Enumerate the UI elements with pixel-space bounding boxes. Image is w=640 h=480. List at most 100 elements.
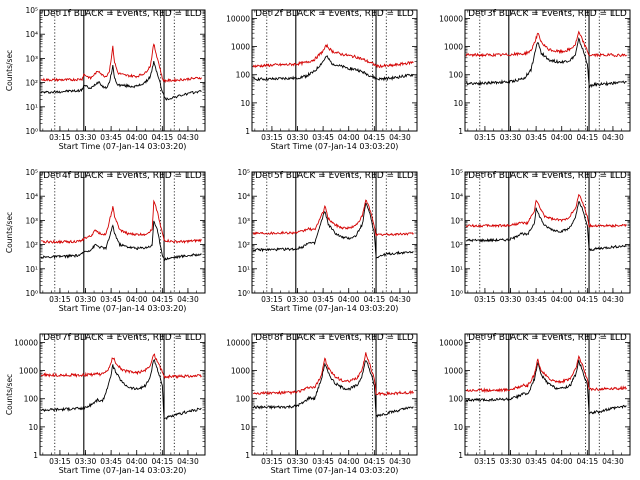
x-tick-label: 04:00 [126,295,148,304]
y-tick-label: 1 [245,127,250,136]
x-tick-label: 04:15 [577,295,599,304]
panel-title: Det 1f BLACK = Events, RED = LLD [43,9,202,19]
y-tick-label: 1000 [444,43,463,52]
lld-series-line [40,43,202,84]
y-tick-label: 10² [237,241,250,250]
y-tick-label: 10⁵ [450,168,463,177]
lld-series-line [40,353,202,380]
plot-frame [39,9,206,132]
y-tick-label: 10³ [25,216,38,225]
x-tick-label: 04:00 [126,457,148,466]
lld-series-line [41,199,202,245]
plot-frame [39,171,206,294]
panel-det-7: Det 7f BLACK = Events, RED = LLD 1 10 100 10… [5,333,206,475]
y-tick-label: 100 [449,71,464,80]
events-series-line [465,36,627,89]
x-tick-label: 04:30 [602,295,624,304]
x-tick-label: 04:00 [338,295,360,304]
y-tick-label: 1000 [231,43,250,52]
lld-series-line [252,199,414,237]
panel-det-8: Det 8f BLACK = Events, RED = LLD 1 10 100 10… [226,333,418,475]
panel-title: Det 4f BLACK = Events, RED = LLD [43,171,202,181]
x-tick-label: 03:30 [500,295,522,304]
y-tick-label: 100 [236,71,251,80]
x-tick-label: 03:45 [525,295,547,304]
y-tick-label: 10⁴ [25,192,38,201]
x-tick-label: 03:45 [100,457,122,466]
x-tick-label: 03:30 [75,457,97,466]
y-tick-label: 10⁰ [237,289,250,298]
y-tick-label: 10² [450,241,463,250]
y-tick-label: 10000 [226,338,250,347]
y-tick-label: 1000 [444,367,463,376]
x-tick-label: 03:15 [261,295,283,304]
events-series-line [252,360,414,418]
x-tick-label: 04:30 [389,133,411,142]
x-tick-label: 04:30 [389,457,411,466]
x-tick-label: 03:45 [525,133,547,142]
plot-frame [251,9,418,132]
y-tick-label: 10⁰ [450,289,463,298]
y-tick-label: 10000 [439,338,463,347]
x-tick-label: 04:15 [577,133,599,142]
y-tick-label: 10 [240,99,250,108]
events-series-line [41,359,202,421]
x-axis-label: Start Time (07-Jan-14 03:03:20) [59,304,187,313]
x-tick-label: 03:15 [474,133,496,142]
panel-det-1: Det 1f BLACK = Events, RED = LLD 10⁰ 10¹ 10… [5,6,206,151]
x-tick-label: 03:30 [500,133,522,142]
y-tick-label: 10⁵ [237,168,250,177]
events-series-line [465,359,627,415]
y-tick-label: 10¹ [237,265,250,274]
y-tick-label: 100 [449,395,464,404]
y-axis-label: Counts/sec [5,374,14,415]
x-tick-label: 03:30 [500,457,522,466]
y-tick-label: 10⁵ [25,168,38,177]
x-tick-label: 04:15 [364,133,386,142]
y-tick-label: 10⁵ [25,6,38,15]
plot-frame [464,333,631,456]
x-tick-label: 04:30 [177,457,199,466]
plot-frame [39,333,206,456]
x-tick-label: 04:00 [551,457,573,466]
y-tick-label: 10¹ [450,265,463,274]
x-tick-label: 03:15 [49,457,71,466]
y-tick-label: 10000 [226,14,250,23]
y-tick-label: 10⁴ [237,192,250,201]
lld-series-line [465,355,627,394]
x-tick-label: 04:30 [389,295,411,304]
x-tick-label: 04:30 [177,295,199,304]
x-tick-label: 04:30 [602,457,624,466]
x-axis-label: Start Time (07-Jan-14 03:03:20) [271,304,399,313]
panel-det-3: Det 3f BLACK = Events, RED = LLD 1 10 100 10… [439,9,631,142]
x-tick-label: 03:15 [49,133,71,142]
lld-series-line [252,352,414,397]
y-tick-label: 1 [33,451,38,460]
x-tick-label: 04:00 [338,457,360,466]
y-tick-label: 10¹ [25,265,38,274]
y-tick-label: 10⁴ [450,192,463,201]
panel-title: Det 5f BLACK = Events, RED = LLD [255,171,414,181]
y-tick-label: 10¹ [25,103,38,112]
x-tick-label: 03:45 [525,457,547,466]
x-tick-label: 03:30 [75,295,97,304]
y-tick-label: 10000 [14,338,38,347]
lld-series-line [465,193,627,228]
y-tick-label: 10⁰ [25,289,38,298]
y-tick-label: 10 [453,99,463,108]
x-axis-label: Start Time (07-Jan-14 03:03:20) [59,142,187,151]
x-tick-label: 03:30 [75,133,97,142]
events-series-line [465,201,627,252]
y-tick-label: 1 [458,451,463,460]
panel-title: Det 7f BLACK = Events, RED = LLD [43,333,202,343]
x-tick-label: 04:30 [177,133,199,142]
y-tick-label: 1000 [231,367,250,376]
x-tick-label: 04:00 [338,133,360,142]
panel-title: Det 2f BLACK = Events, RED = LLD [255,9,414,19]
x-tick-label: 03:30 [287,295,309,304]
y-tick-label: 100 [236,395,251,404]
panel-title: Det 8f BLACK = Events, RED = LLD [255,333,414,343]
x-tick-label: 04:15 [364,457,386,466]
y-tick-label: 10⁰ [25,127,38,136]
